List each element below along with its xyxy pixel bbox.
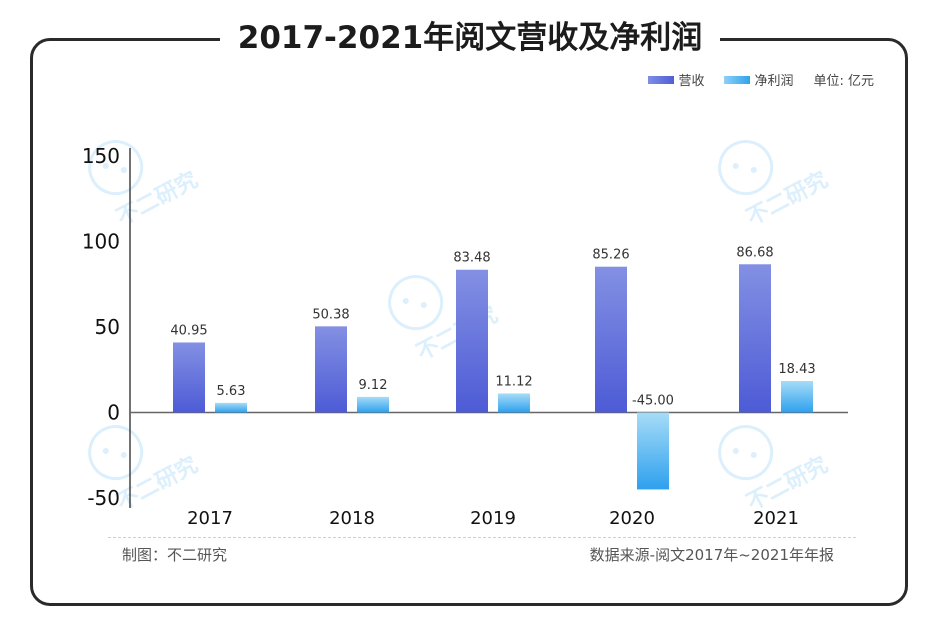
bar-revenue (173, 342, 205, 413)
watermark-circle (88, 425, 144, 481)
y-tick-label: 150 (82, 144, 120, 168)
data-label-net-profit: 18.43 (778, 362, 815, 377)
footer-data-source: 数据来源-阅文2017年~2021年年报 (589, 546, 834, 564)
y-tick-label: 100 (82, 230, 120, 254)
watermark-text: 不二研究 (112, 167, 202, 231)
data-label-revenue: 86.68 (736, 245, 773, 260)
watermark-eye (732, 448, 739, 455)
legend-item-revenue: 营收 (648, 70, 704, 89)
unit-label: 单位: 亿元 (813, 74, 874, 89)
footer-source-credit: 制图：不二研究 (122, 546, 228, 564)
data-label-revenue: 85.26 (592, 248, 629, 263)
watermark-logo: 不二研究 (718, 140, 832, 231)
bar-net-profit (357, 396, 389, 413)
data-label-net-profit: 9.12 (359, 378, 388, 393)
watermark-circle (718, 425, 774, 481)
watermark-eye (120, 452, 127, 459)
y-tick-label: -50 (87, 486, 120, 510)
watermark-text: 不二研究 (742, 452, 832, 516)
bar-net-profit (637, 412, 669, 490)
legend-swatch-revenue (648, 75, 675, 84)
data-label-net-profit: 11.12 (495, 374, 532, 389)
bar-net-profit (498, 393, 530, 413)
watermark-eye (402, 298, 409, 305)
data-label-revenue: 50.38 (312, 307, 349, 322)
watermark-circle (718, 140, 774, 196)
legend-swatch-net-profit (724, 75, 751, 84)
bars (173, 264, 813, 490)
data-label-revenue: 83.48 (453, 251, 490, 266)
data-label-net-profit: 5.63 (217, 384, 246, 399)
y-tick-label: 50 (95, 315, 120, 339)
watermark-eye (732, 163, 739, 170)
chart-title: 2017-2021年阅文营收及净利润 (219, 20, 721, 56)
bar-net-profit (215, 402, 247, 413)
watermark-circle (388, 275, 444, 331)
watermark-text: 不二研究 (742, 167, 832, 231)
x-tick-label: 2017 (187, 508, 233, 529)
watermark-text: 不二研究 (112, 452, 202, 516)
watermark-logo: 不二研究 (718, 425, 832, 516)
watermark-eye (120, 167, 127, 174)
watermark-circle (88, 140, 144, 196)
bar-net-profit (781, 380, 813, 413)
bar-revenue (595, 266, 627, 413)
watermark-eye (102, 163, 109, 170)
watermark-eye (750, 452, 757, 459)
watermark-eye (420, 302, 427, 309)
axes: 150 100 50 0 -50 (82, 144, 848, 510)
x-tick-label: 2021 (753, 508, 799, 529)
x-tick-label: 2018 (329, 508, 375, 529)
legend-item-net-profit: 净利润 (724, 70, 793, 89)
watermark-eye (750, 167, 757, 174)
data-labels: 40.95 5.63 2017 50.38 9.12 2018 83.48 11.12 2019… (170, 245, 815, 529)
bar-revenue (739, 264, 771, 413)
legend-label-revenue: 营收 (678, 74, 705, 89)
footer-divider (108, 537, 856, 538)
bar-revenue (315, 326, 347, 413)
x-tick-label: 2019 (470, 508, 516, 529)
bar-revenue (456, 269, 488, 413)
x-tick-label: 2020 (609, 508, 655, 529)
legend: 营收 净利润 单位: 亿元 (648, 70, 874, 89)
legend-label-net-profit: 净利润 (754, 74, 794, 89)
data-label-revenue: 40.95 (170, 323, 207, 338)
data-label-net-profit: -45.00 (632, 394, 674, 409)
chart-title-wrap: 2017-2021年阅文营收及净利润 (0, 16, 940, 60)
watermark-logo: 不二研究 (88, 140, 202, 231)
watermark-eye (102, 448, 109, 455)
y-tick-label: 0 (107, 401, 120, 425)
